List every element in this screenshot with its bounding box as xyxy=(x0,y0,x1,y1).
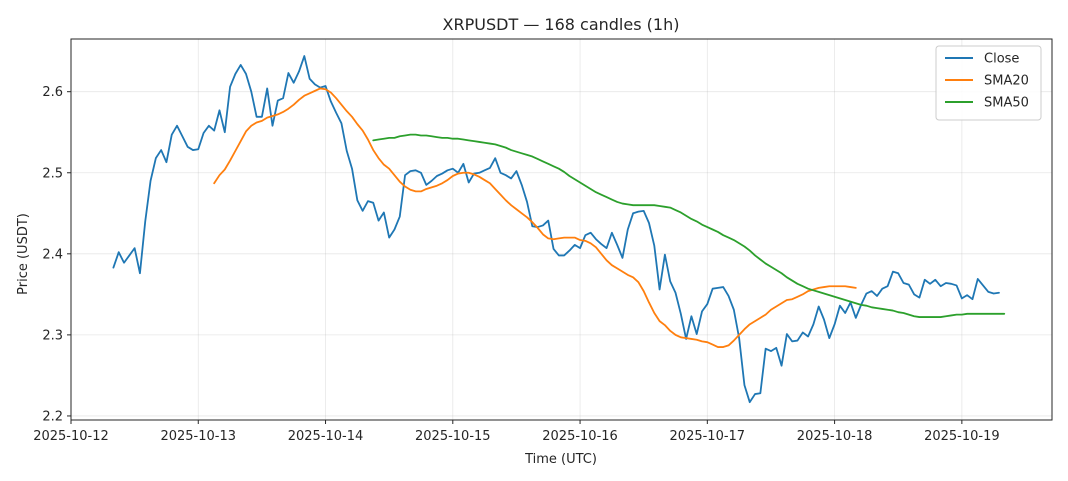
x-tick-label: 2025-10-12 xyxy=(33,429,109,444)
legend: Close SMA20 SMA50 xyxy=(935,45,1042,121)
chart-title: XRPUSDT — 168 candles (1h) xyxy=(443,15,680,34)
x-tick-label: 2025-10-16 xyxy=(542,429,618,444)
legend-label-close: Close xyxy=(984,52,1019,67)
series-line-close xyxy=(112,55,1000,404)
x-tick-label: 2025-10-17 xyxy=(670,429,746,444)
y-axis-title: Price (USDT) xyxy=(16,213,31,295)
legend-label-sma50: SMA50 xyxy=(984,96,1029,111)
x-tick-label: 2025-10-18 xyxy=(797,429,873,444)
y-tick-label: 2.3 xyxy=(42,328,63,343)
x-axis-ticks: 2025-10-12 2025-10-13 2025-10-14 2025-10-15… xyxy=(33,420,1000,444)
series-line-sma20 xyxy=(213,87,857,348)
series-lines xyxy=(112,55,1006,404)
y-tick-label: 2.4 xyxy=(42,247,63,262)
y-axis-ticks: 2.2 2.3 2.4 2.5 2.6 xyxy=(42,85,71,424)
x-tick-label: 2025-10-15 xyxy=(415,429,491,444)
x-tick-label: 2025-10-13 xyxy=(160,429,236,444)
y-tick-label: 2.6 xyxy=(42,85,63,100)
x-axis-title: Time (UTC) xyxy=(524,452,597,467)
series-line-sma50 xyxy=(372,133,1006,318)
legend-label-sma20: SMA20 xyxy=(984,74,1029,89)
y-tick-label: 2.5 xyxy=(42,166,63,181)
x-tick-label: 2025-10-19 xyxy=(924,429,1000,444)
grid-lines xyxy=(70,39,1052,420)
plot-frame xyxy=(70,38,1053,421)
y-tick-label: 2.2 xyxy=(42,409,63,424)
x-tick-label: 2025-10-14 xyxy=(288,429,364,444)
